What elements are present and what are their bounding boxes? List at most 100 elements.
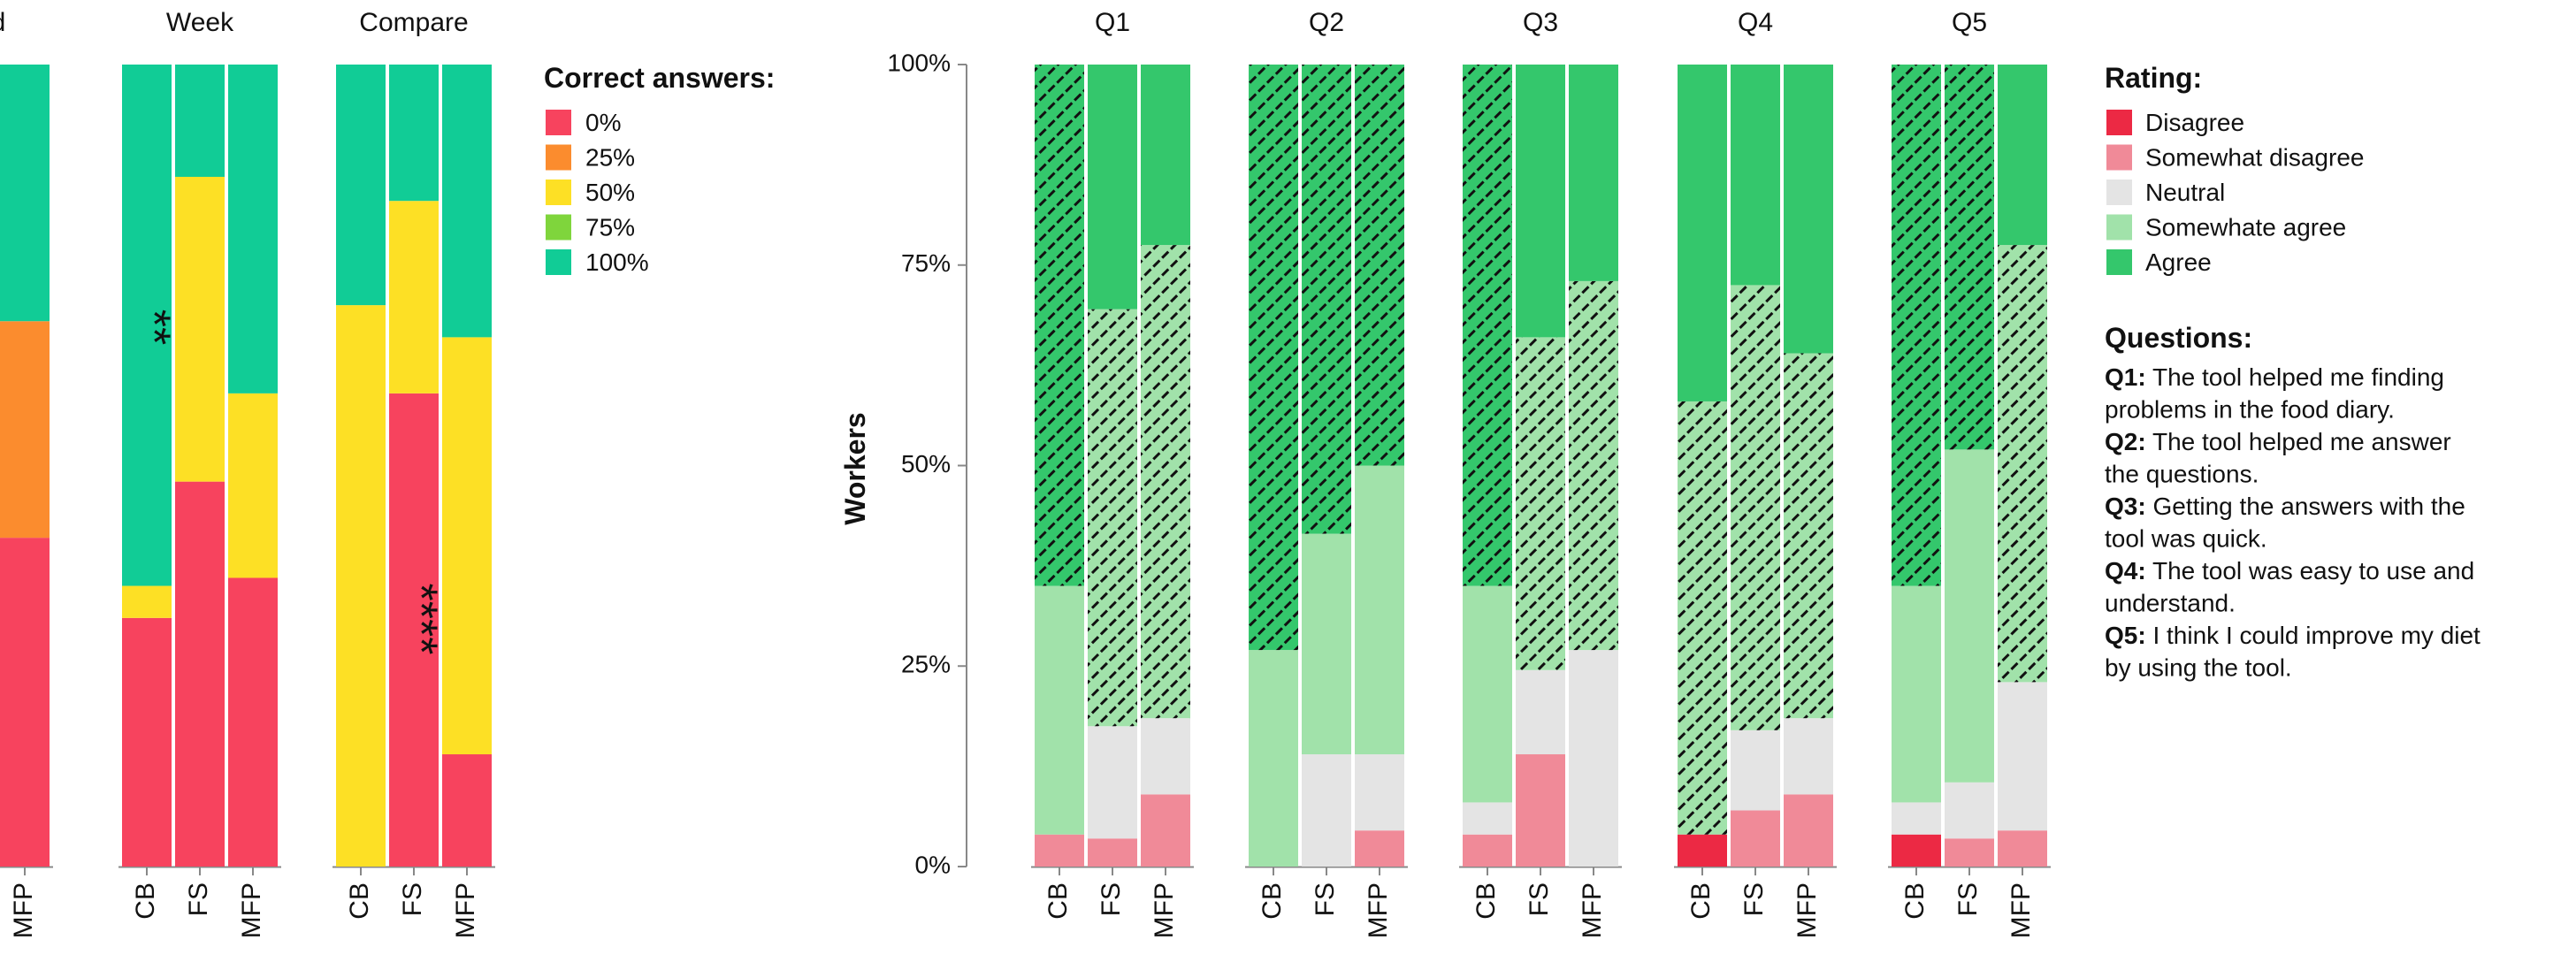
question-line: Q2: The tool helped me answer (2105, 428, 2451, 455)
legend-label: 75% (585, 214, 635, 241)
panel-week: Week CB ** FS MFP (118, 8, 281, 938)
bar-segment-somewhate-agree (1892, 585, 1941, 803)
question-line: the questions. (2105, 461, 2259, 488)
legend-label: Somewhat disagree (2145, 144, 2364, 172)
question-line: Q3: Getting the answers with the (2105, 493, 2465, 520)
bar-segment-agree (1678, 65, 1727, 401)
question-text: Getting the answers with the (2146, 493, 2465, 520)
panel-q3: Q3 CB FS MFP (1459, 8, 1622, 938)
x-tick-label: MFP (2007, 882, 2036, 938)
workers-y-axis: Workers 0% 25% 50% 75% 100% (839, 49, 967, 878)
bar-segment-neutral (1516, 669, 1565, 755)
bar-segment-somewhat-disagree (1088, 838, 1137, 867)
bar-segment-somewhat-disagree (1035, 834, 1084, 867)
bar-segment-100pct (442, 65, 492, 338)
bar-segment-agree (1141, 65, 1190, 246)
panel-title: Week (166, 8, 234, 37)
bar-segment-somewhate-agree (1784, 353, 1833, 719)
panel-title: Q1 (1095, 8, 1130, 37)
bar-segment-neutral (1355, 754, 1404, 831)
questions-title: Questions: (2105, 322, 2252, 354)
x-tick-label: CB (1686, 882, 1716, 920)
bar-segment-somewhate-agree (1569, 280, 1618, 651)
bar-segment-0pct (122, 617, 172, 867)
bar-segment-neutral (1141, 718, 1190, 795)
rating-legend: Rating: Disagree Somewhat disagree Neutral… (2105, 62, 2364, 276)
bar-segment-agree (1731, 65, 1780, 286)
legend-swatch (2106, 144, 2132, 171)
question-id: Q3: (2105, 493, 2146, 520)
bar-segment-agree (1784, 65, 1833, 354)
bar-segment-agree (1998, 65, 2047, 246)
legend-swatch (2106, 249, 2132, 275)
legend-label: Somewhate agree (2145, 214, 2346, 241)
bar-segment-somewhate-agree (1302, 533, 1351, 755)
bar-segment-0pct (442, 754, 492, 867)
x-tick-label: CB (1900, 882, 1930, 920)
x-tick-label: FS (1739, 882, 1769, 916)
bar-segment-somewhate-agree (1035, 585, 1084, 835)
bar-segment-somewhate-agree (1998, 245, 2047, 683)
bar-segment-50pct (228, 393, 278, 578)
bar-segment-agree (1302, 65, 1351, 534)
legend-label: 100% (585, 248, 649, 276)
y-axis-title: Workers (839, 412, 871, 524)
bar-segment-agree (1249, 65, 1298, 651)
question-text: The tool helped me answer (2146, 428, 2451, 455)
bar-segment-disagree (1678, 834, 1727, 867)
legend-label: Agree (2145, 248, 2212, 276)
question-id: Q1: (2105, 363, 2146, 391)
panel-title: Q2 (1309, 8, 1344, 37)
significance-stars: ** (127, 309, 179, 345)
bar-segment-agree (1088, 65, 1137, 309)
bar-segment-50pct (336, 305, 386, 867)
bar-segment-agree (1035, 65, 1084, 586)
legend-swatch (546, 144, 571, 171)
bar-segment-somewhate-agree (1355, 465, 1404, 755)
rating-legend-title: Rating: (2105, 62, 2202, 94)
x-tick-label: MFP (237, 882, 266, 938)
bar-segment-somewhat-disagree (1731, 810, 1780, 867)
question-text: I think I could improve my diet (2146, 622, 2480, 649)
question-line: Q5: I think I could improve my diet (2105, 622, 2480, 649)
bar-segment-somewhat-disagree (1141, 794, 1190, 867)
question-id: Q2: (2105, 428, 2146, 455)
bar-segment-somewhat-disagree (1945, 838, 1994, 867)
bar-segment-neutral (1784, 718, 1833, 795)
bar-segment-somewhat-disagree (1463, 834, 1512, 867)
question-text: The tool was easy to use and (2146, 557, 2475, 584)
y-tick-label: 100% (887, 49, 951, 76)
x-tick-label: FS (1097, 882, 1126, 916)
y-tick-label: 50% (901, 450, 951, 478)
panel-title: Q4 (1738, 8, 1773, 37)
panel-q5: Q5 CB FS MFP (1888, 8, 2051, 938)
legend-label: Neutral (2145, 179, 2225, 206)
bar-segment-agree (1892, 65, 1941, 586)
x-tick-label: MFP (1792, 882, 1822, 938)
x-tick-label: CB (345, 882, 374, 920)
legend-label: Disagree (2145, 109, 2244, 136)
legend-swatch (2106, 110, 2132, 135)
bar-segment-somewhate-agree (1141, 245, 1190, 719)
legend-swatch (546, 214, 571, 241)
x-tick-label: CB (131, 882, 160, 920)
bar-segment-somewhat-disagree (1998, 830, 2047, 867)
legend-swatch (546, 249, 571, 275)
bar-segment-50pct (175, 176, 225, 482)
bar-segment-somewhate-agree (1516, 337, 1565, 670)
panel-title: Q5 (1952, 8, 1987, 37)
panel-title: Q3 (1523, 8, 1558, 37)
panel-d: d MFP (0, 8, 53, 938)
bar-segment-neutral (1302, 754, 1351, 867)
y-tick-label: 0% (915, 851, 951, 878)
bar-segment-somewhat-disagree (1355, 830, 1404, 867)
bar-segment-50pct (122, 585, 172, 618)
bar-segment-neutral (1731, 730, 1780, 811)
x-tick-label: MFP (451, 882, 480, 938)
panel-title: Compare (359, 8, 468, 37)
question-id: Q5: (2105, 622, 2146, 649)
x-tick-label: CB (1257, 882, 1287, 920)
bar-segment-25pct (0, 321, 50, 539)
x-tick-label: MFP (9, 882, 38, 938)
bar-segment-neutral (1569, 650, 1618, 867)
